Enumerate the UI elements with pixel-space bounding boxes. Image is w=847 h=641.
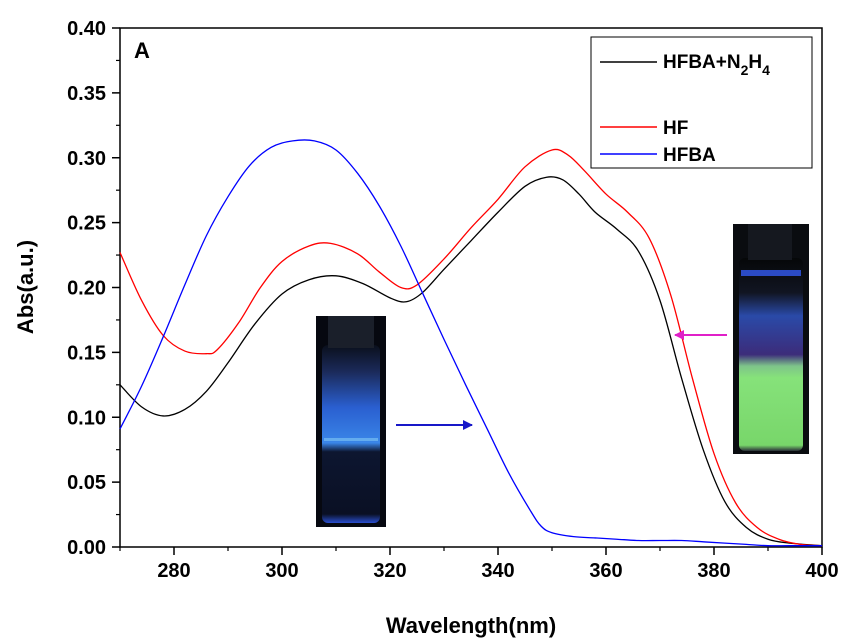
x-tick-label: 320 — [373, 560, 406, 582]
y-axis-ticks: 0.00 0.05 0.10 0.15 0.20 0.25 0.30 0.35 0.40 — [67, 18, 120, 559]
y-tick-label: 0.20 — [67, 278, 106, 300]
y-tick-label: 0.05 — [67, 472, 106, 494]
legend: HFBA+N2H4 HF HFBA — [590, 36, 813, 169]
series-line-1 — [119, 148, 823, 547]
x-axis-ticks: 280 300 320 340 360 380 400 — [119, 547, 839, 582]
vial-photo-right — [733, 224, 809, 454]
y-tick-label: 0.35 — [67, 83, 106, 105]
panel-label: A — [134, 38, 150, 63]
y-tick-label: 0.25 — [67, 213, 106, 235]
y-axis-title: Abs(a.u.) — [13, 240, 38, 334]
series-line-0 — [119, 176, 823, 547]
legend-box — [590, 36, 813, 169]
x-tick-label: 300 — [265, 560, 298, 582]
x-tick-label: 400 — [805, 560, 838, 582]
y-tick-label: 0.40 — [67, 18, 106, 40]
vial-photo-left — [316, 316, 386, 527]
series-layer — [119, 139, 823, 547]
y-tick-label: 0.15 — [67, 342, 106, 364]
y-tick-label: 0.10 — [67, 407, 106, 429]
x-axis-title: Wavelength(nm) — [386, 613, 556, 638]
legend-label-1: HF — [663, 118, 688, 139]
y-tick-label: 0.00 — [67, 537, 106, 559]
x-tick-label: 280 — [157, 560, 190, 582]
legend-label-0: HFBA+N2H4 — [663, 52, 770, 78]
x-tick-label: 340 — [481, 560, 514, 582]
series-line-2 — [119, 139, 822, 547]
legend-label-2: HFBA — [663, 145, 716, 166]
x-tick-label: 360 — [589, 560, 622, 582]
y-tick-label: 0.30 — [67, 148, 106, 170]
x-tick-label: 380 — [697, 560, 730, 582]
